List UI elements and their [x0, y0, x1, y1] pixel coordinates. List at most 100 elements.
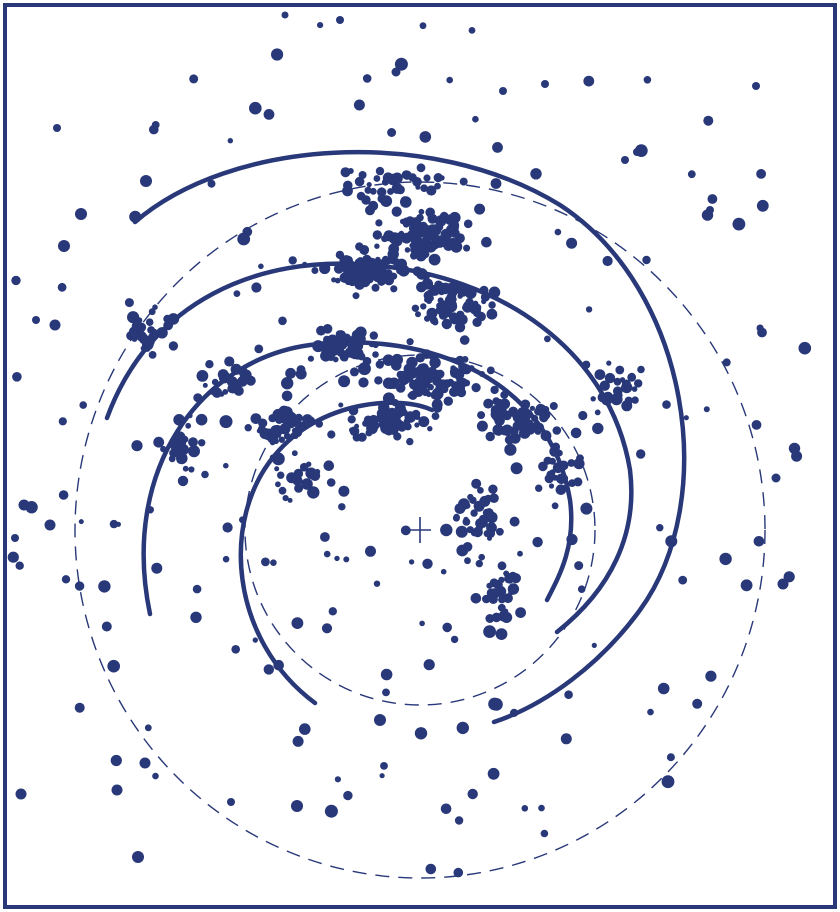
star-dot — [454, 322, 466, 333]
star-dot — [464, 502, 471, 509]
star-dot — [427, 383, 434, 391]
star-dot — [327, 341, 340, 353]
star-dot — [601, 394, 613, 406]
star-dot — [412, 385, 424, 397]
star-dot — [11, 534, 19, 542]
star-dot — [489, 493, 499, 504]
star-dot — [187, 413, 193, 419]
star-dot — [566, 533, 578, 546]
star-dot — [98, 580, 111, 593]
star-dot — [15, 788, 27, 800]
star-dot — [478, 553, 486, 561]
star-dot — [429, 356, 441, 369]
star-dot — [467, 788, 478, 800]
star-dot — [613, 377, 622, 386]
star-dot — [79, 401, 87, 409]
star-dot — [357, 352, 366, 361]
star-dot — [359, 245, 370, 255]
star-dot — [552, 462, 564, 474]
star-dot — [756, 199, 769, 212]
star-dot — [486, 308, 498, 320]
star-dot — [516, 416, 522, 422]
frame-border — [3, 3, 837, 909]
star-dot — [692, 698, 703, 709]
star-dot — [196, 370, 209, 382]
star-dot — [594, 369, 606, 380]
star-dot — [193, 393, 203, 403]
star-dot — [751, 420, 762, 430]
inner-reference-circle — [244, 354, 596, 706]
star-dot — [377, 187, 387, 197]
star-dot — [374, 243, 380, 249]
star-dot — [463, 300, 474, 312]
star-dot — [363, 415, 373, 425]
star-dot — [347, 346, 360, 359]
star-dot — [391, 399, 399, 407]
star-dot — [160, 445, 167, 453]
star-dot — [453, 867, 464, 878]
star-dot — [316, 325, 326, 336]
star-dot — [319, 262, 331, 275]
star-dot — [324, 804, 338, 818]
star-dot — [788, 442, 801, 455]
star-dot — [129, 210, 142, 223]
star-dot — [221, 371, 230, 380]
star-dot — [459, 335, 470, 345]
star-dot — [192, 584, 202, 594]
star-dot — [339, 272, 351, 284]
star-dot — [468, 365, 475, 372]
star-dot — [373, 580, 381, 587]
star-dot — [317, 22, 324, 29]
star-dot — [495, 628, 508, 640]
star-dot — [188, 445, 200, 458]
star-dot — [270, 559, 277, 566]
star-dot — [500, 390, 509, 399]
star-dot — [251, 282, 262, 293]
star-dot — [496, 587, 504, 595]
star-dot — [211, 378, 219, 386]
star-dot — [12, 372, 22, 382]
star-dot — [496, 527, 504, 536]
star-dot — [283, 411, 294, 422]
star-dot — [451, 381, 459, 390]
star-dot — [188, 466, 195, 473]
star-dot — [140, 175, 152, 187]
star-dot — [471, 383, 481, 393]
star-dot — [61, 575, 71, 584]
star-dot — [268, 414, 277, 423]
star-dot — [343, 556, 350, 563]
star-dot — [58, 490, 69, 500]
star-dot — [628, 372, 636, 380]
star-dot — [490, 385, 499, 395]
star-dot — [578, 410, 588, 421]
star-dot — [302, 261, 308, 267]
star-dot — [254, 344, 264, 354]
spiral-arm-1 — [132, 149, 687, 725]
star-dot — [438, 310, 448, 320]
star-dot — [475, 559, 483, 568]
star-dot — [347, 168, 354, 174]
star-dot — [740, 579, 753, 592]
star-dot — [427, 211, 435, 220]
star-dot — [798, 341, 812, 355]
star-dot — [291, 450, 298, 457]
star-dot — [434, 182, 441, 190]
star-dot — [483, 530, 491, 538]
star-dot — [372, 230, 382, 240]
star-dot — [757, 327, 767, 338]
star-dot — [393, 432, 402, 441]
star-dot — [321, 623, 333, 634]
star-dot — [239, 516, 246, 524]
star-dot — [463, 219, 473, 229]
star-dot — [261, 557, 270, 567]
star-dot — [334, 555, 340, 562]
star-dot — [753, 536, 765, 547]
star-dot — [469, 496, 477, 504]
star-dot — [508, 406, 519, 417]
star-dot — [292, 432, 299, 439]
star-dot — [499, 87, 507, 95]
star-dot — [158, 330, 166, 338]
star-dot — [207, 179, 216, 188]
star-dot — [423, 372, 431, 380]
star-dot — [564, 690, 573, 699]
